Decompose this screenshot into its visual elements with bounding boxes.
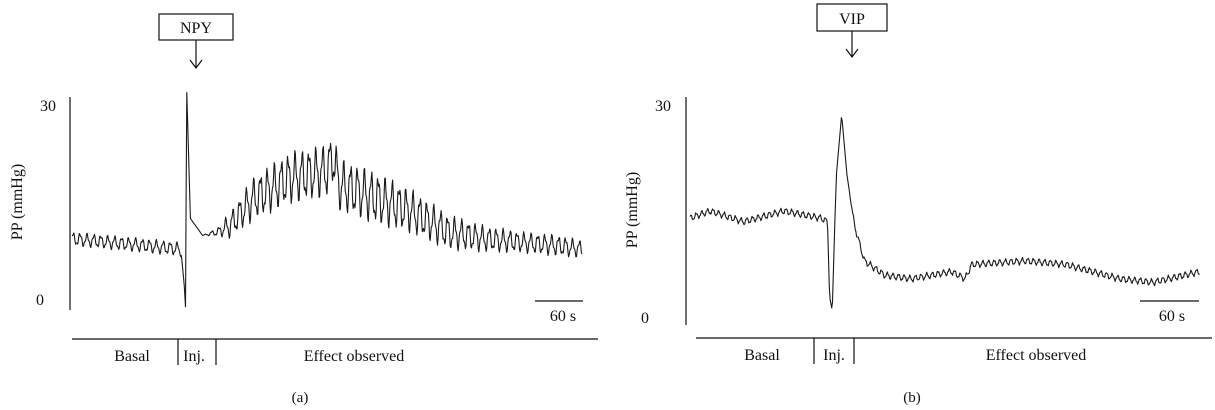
stimulus-label-npy: NPY [180, 20, 212, 37]
panel-a: NPY 30 0 PP (mmHg) 60 s Basal Inj. Effec… [0, 0, 600, 410]
pressure-trace-b [689, 117, 1200, 309]
ytick-30-a: 30 [40, 98, 56, 115]
ylabel-b: PP (mmHg) [624, 172, 641, 248]
phase-basal-a: Basal [114, 348, 150, 365]
panel-label-b: (b) [903, 390, 921, 406]
panel-label-a: (a) [292, 390, 309, 406]
stimulus-arrowhead-b [845, 48, 859, 58]
scale-bar-label-b: 60 s [1159, 308, 1185, 325]
chart-a-svg: NPY 30 0 PP (mmHg) 60 s Basal Inj. Effec… [9, 13, 598, 406]
pressure-trace-a [71, 92, 583, 308]
stimulus-box-vip [816, 3, 888, 32]
ylabel-a: PP (mmHg) [9, 164, 26, 240]
stimulus-label-vip: VIP [839, 11, 865, 28]
ytick-0-a: 0 [36, 292, 44, 309]
scale-bar-label-a: 60 s [550, 308, 576, 325]
panel-b: VIP 30 0 PP (mmHg) 60 s Basal Inj. Effec… [610, 0, 1215, 410]
phase-basal-b: Basal [744, 347, 780, 364]
stimulus-box-npy [158, 13, 234, 41]
ytick-30-b: 30 [655, 98, 671, 115]
chart-b-svg: VIP 30 0 PP (mmHg) 60 s Basal Inj. Effec… [624, 3, 1212, 406]
ytick-0-b: 0 [641, 310, 649, 327]
stimulus-arrowhead-a [189, 59, 203, 69]
phase-inj-b: Inj. [823, 347, 845, 364]
phase-inj-a: Inj. [183, 348, 205, 365]
phase-effect-b: Effect observed [986, 347, 1087, 364]
phase-effect-a: Effect observed [304, 348, 405, 365]
